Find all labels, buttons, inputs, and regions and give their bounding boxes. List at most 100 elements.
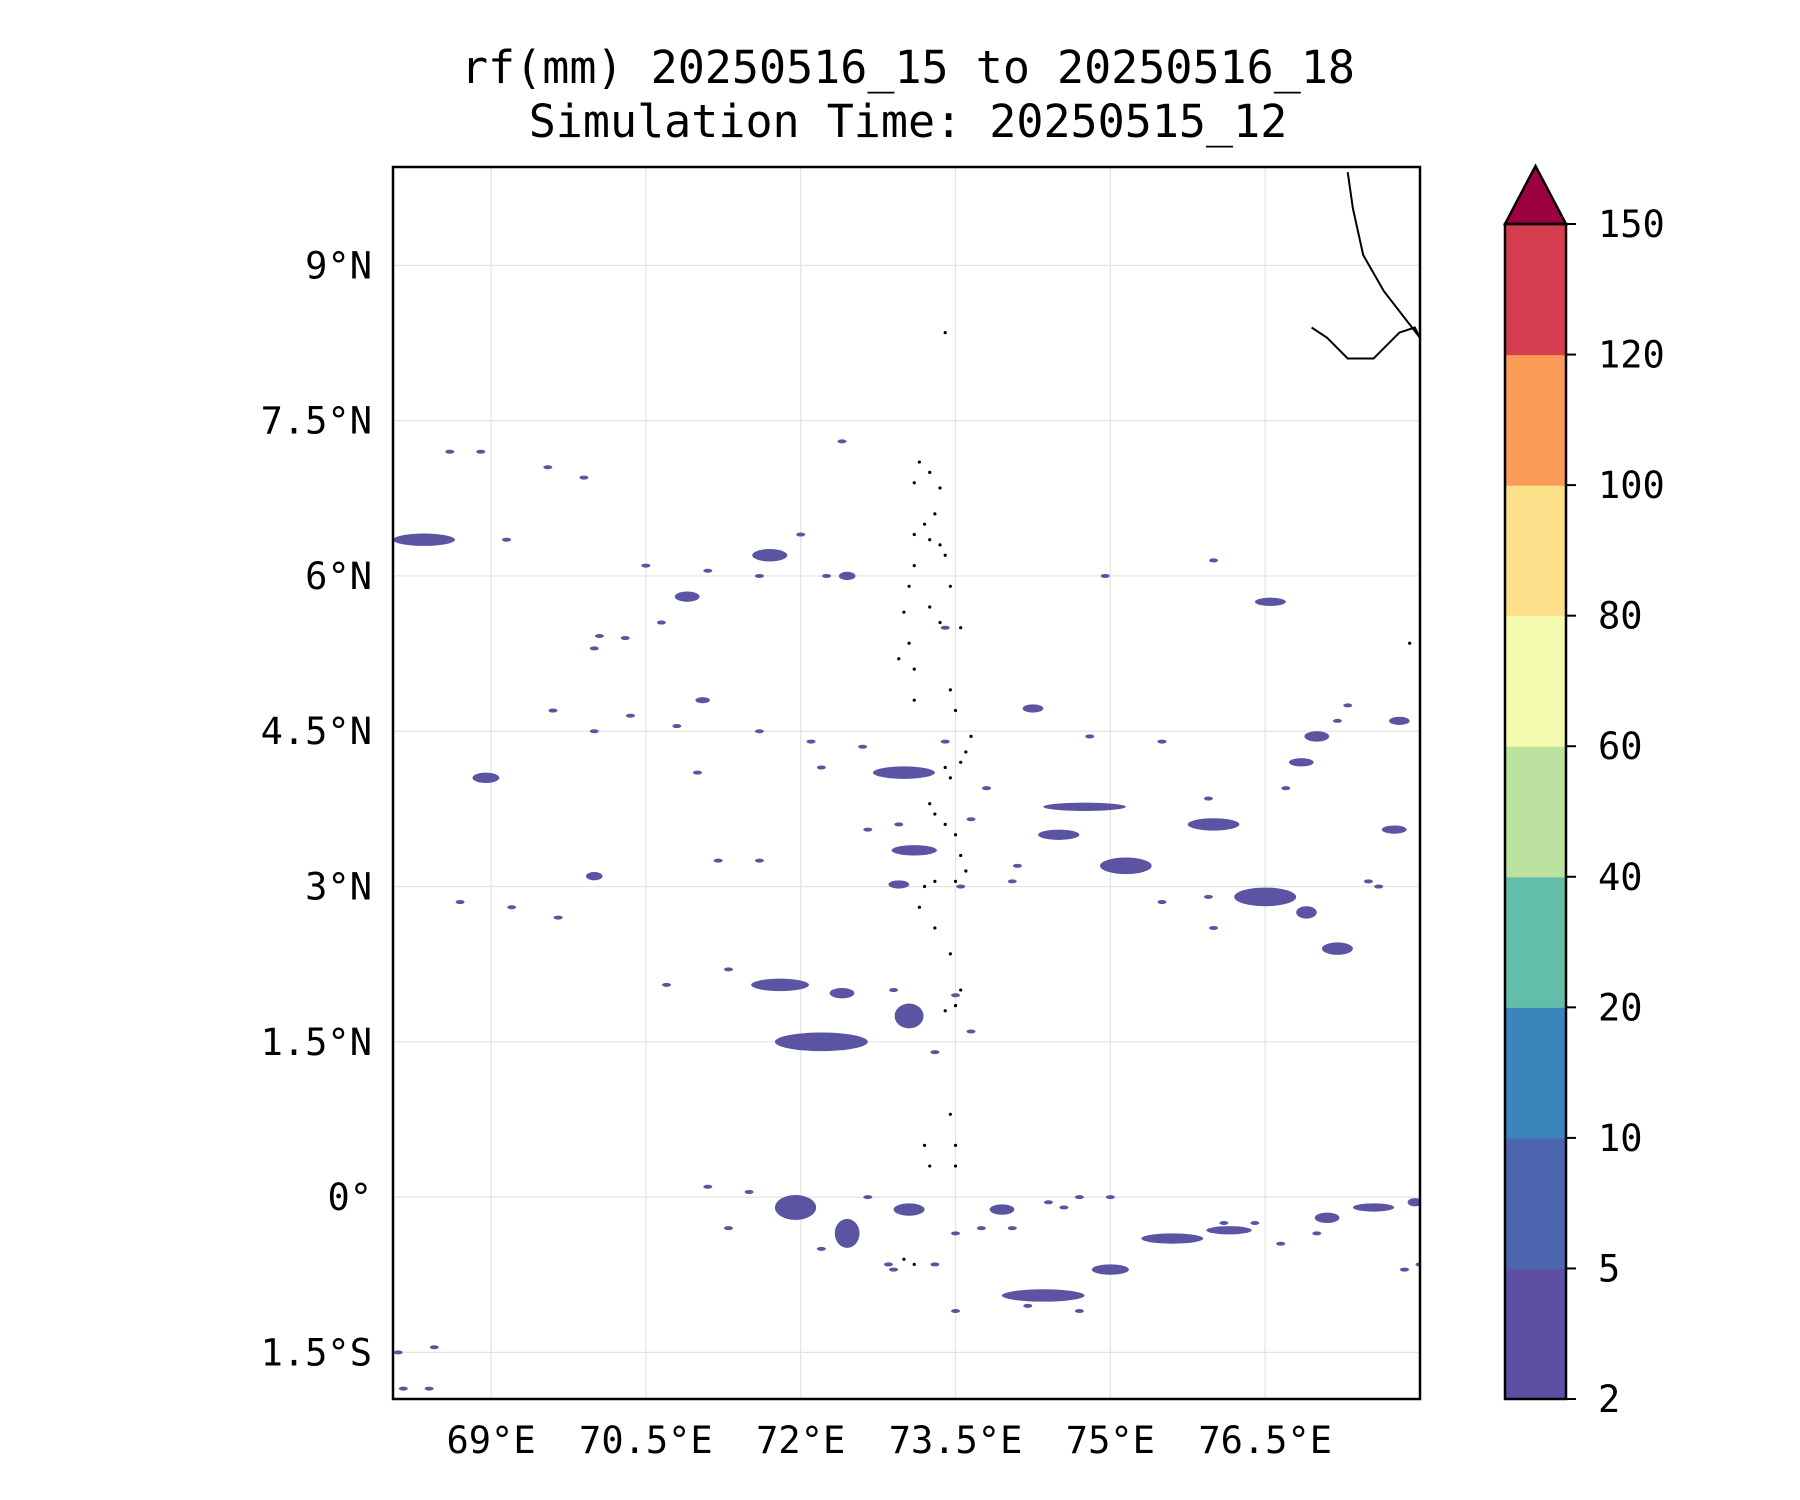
- rain-speck: [930, 1050, 940, 1055]
- colorbar-tick-label: 80: [1598, 595, 1643, 638]
- atoll-island: [953, 1143, 958, 1147]
- atoll-island: [922, 522, 927, 526]
- atoll-island: [912, 1262, 916, 1267]
- atoll-island: [933, 926, 937, 930]
- rain-speck: [1209, 925, 1219, 930]
- atoll-island: [953, 833, 958, 837]
- rain-speck: [744, 1189, 754, 1194]
- rain-speck: [455, 900, 465, 905]
- rain-speck: [445, 449, 455, 454]
- rain-speck: [754, 858, 764, 863]
- rain-speck: [796, 532, 806, 537]
- rain-speck: [816, 765, 826, 770]
- colorbar-segment: [1505, 615, 1566, 747]
- rain-speck: [822, 573, 832, 578]
- rain-speck: [1012, 863, 1022, 868]
- rain-cell: [893, 1203, 925, 1216]
- rain-speck: [1157, 739, 1167, 744]
- rain-cell: [1206, 1226, 1252, 1235]
- rain-speck: [1219, 1221, 1229, 1225]
- rain-speck: [863, 827, 873, 832]
- rain-speck: [625, 713, 635, 718]
- rainfall-layer: [393, 439, 1420, 1391]
- rain-speck: [1100, 573, 1110, 578]
- x-tick-label: 75°E: [1066, 1419, 1155, 1462]
- atoll-island: [912, 563, 916, 568]
- rain-cell: [1407, 1198, 1420, 1207]
- atoll-island: [948, 952, 952, 956]
- rain-speck: [940, 625, 950, 630]
- rain-speck: [589, 729, 599, 734]
- colorbar-tick-label: 60: [1598, 725, 1643, 768]
- x-tick-label: 69°E: [447, 1419, 536, 1462]
- rain-speck: [502, 537, 512, 542]
- atoll-island: [938, 486, 942, 490]
- rain-speck: [429, 1345, 439, 1350]
- atoll-island: [938, 620, 942, 625]
- rain-speck: [1400, 1267, 1410, 1272]
- y-tick-label: 3°N: [305, 866, 372, 909]
- latitude-axis: 9°N 7.5°N 6°N 4.5°N 3°N 1.5°N 0° 1.5°S: [261, 244, 372, 1374]
- rain-speck: [951, 1231, 961, 1236]
- colorbar-tick-label: 150: [1598, 203, 1665, 246]
- rain-speck: [883, 1262, 893, 1267]
- longitude-axis: 69°E 70.5°E 72°E 73.5°E 75°E 76.5°E: [447, 1419, 1333, 1462]
- atoll-island: [948, 776, 952, 780]
- x-tick-label: 73.5°E: [889, 1419, 1023, 1462]
- rain-speck: [976, 1226, 986, 1231]
- colorbar-segment: [1505, 354, 1566, 486]
- atoll-island: [969, 734, 973, 739]
- rain-speck: [1074, 1309, 1084, 1313]
- y-tick-label: 9°N: [305, 244, 372, 287]
- rain-cell: [894, 1003, 924, 1029]
- atoll-island: [953, 1003, 958, 1008]
- rain-speck: [951, 993, 961, 998]
- atoll-island: [907, 641, 911, 645]
- rain-cell: [872, 766, 935, 779]
- rain-speck: [393, 1350, 403, 1355]
- rain-speck: [476, 449, 486, 454]
- rain-speck: [951, 1309, 961, 1313]
- rain-speck: [1105, 1195, 1115, 1200]
- atoll-island: [964, 750, 968, 754]
- rain-cell: [1038, 829, 1080, 840]
- rain-speck: [1085, 734, 1095, 739]
- atoll-island: [928, 538, 932, 542]
- rain-cell: [774, 1195, 817, 1220]
- rain-speck: [656, 620, 666, 625]
- colorbar-frame: [1503, 222, 1568, 1401]
- rain-speck: [837, 439, 847, 444]
- y-tick-label: 4.5°N: [261, 710, 372, 753]
- atoll-island: [948, 1112, 952, 1116]
- atoll-island: [959, 760, 963, 764]
- atoll-island: [928, 802, 932, 806]
- x-tick-label: 70.5°E: [579, 1419, 713, 1462]
- colorbar-extend-arrow: [1502, 163, 1569, 226]
- rain-speck: [703, 568, 713, 573]
- rain-speck: [966, 817, 976, 822]
- atoll-island: [912, 667, 916, 671]
- atoll-island: [964, 869, 968, 873]
- atoll-island: [897, 657, 901, 661]
- rain-cell: [472, 772, 500, 784]
- map-background: [393, 167, 1420, 1399]
- rain-cell: [1352, 1203, 1395, 1212]
- rain-speck: [620, 636, 630, 641]
- rain-speck: [1007, 1226, 1017, 1231]
- rain-cell: [1381, 825, 1407, 834]
- rain-speck: [703, 1184, 713, 1189]
- y-tick-label: 1.5°S: [261, 1331, 372, 1374]
- colorbar-tick-label: 5: [1598, 1247, 1620, 1290]
- rain-speck: [1312, 1231, 1322, 1236]
- atoll-island: [928, 605, 932, 609]
- rain-cell: [674, 591, 700, 602]
- rain-cell: [393, 533, 455, 546]
- rain-speck: [594, 633, 604, 638]
- rain-speck: [930, 1262, 940, 1267]
- rain-speck: [966, 1029, 976, 1034]
- india-coastline: [1311, 172, 1420, 360]
- rain-cell: [1321, 942, 1353, 955]
- rain-cell: [1100, 857, 1152, 875]
- rain-speck: [723, 1226, 733, 1231]
- rain-speck: [1374, 884, 1384, 889]
